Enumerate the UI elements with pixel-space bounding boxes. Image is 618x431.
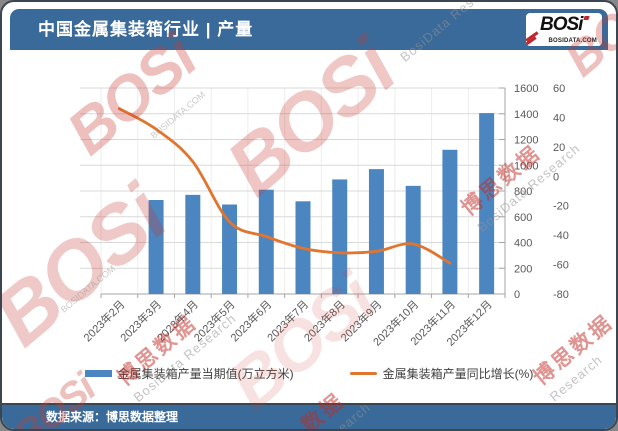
legend-item-line: 金属集装箱产量同比增长(%) [349, 365, 534, 382]
category-axis-labels: 2023年2月2023年3月2023年4月2023年5月2023年6月2023年… [80, 297, 494, 348]
bar-series [148, 113, 495, 294]
svg-text:60: 60 [553, 83, 565, 95]
data-source-note: 数据来源：博思数据整理 [46, 410, 179, 424]
svg-text:400: 400 [514, 238, 532, 250]
svg-text:1400: 1400 [514, 109, 538, 121]
svg-text:1200: 1200 [514, 135, 538, 147]
bar-swatch-icon [84, 370, 112, 377]
svg-text:200: 200 [514, 263, 532, 275]
svg-text:20: 20 [553, 142, 565, 154]
svg-text:600: 600 [514, 212, 532, 224]
logo-wordmark: BOSi [540, 14, 583, 35]
percent-axis-labels: -80 -60 -40 -20 0 20 40 60 [553, 83, 569, 301]
page-title: 中国金属集装箱行业 | 产量 [38, 20, 254, 39]
svg-text:40: 40 [553, 112, 565, 124]
svg-text:0: 0 [553, 171, 559, 183]
legend-label: 金属集装箱产量当期值(万立方米) [117, 367, 294, 381]
svg-text:-80: -80 [553, 289, 569, 301]
svg-text:-60: -60 [553, 260, 569, 272]
svg-text:-20: -20 [553, 201, 569, 213]
horizontal-gridlines [80, 87, 505, 269]
legend-item-bars: 金属集装箱产量当期值(万立方米) [84, 365, 294, 382]
footer-divider [2, 403, 616, 405]
logo-dot-icon [583, 16, 590, 20]
logo-domain: BOSIDATA.COM [548, 38, 597, 44]
footer-bar: 数据来源：博思数据整理 [2, 405, 616, 429]
line-swatch-icon [349, 372, 377, 375]
svg-text:1600: 1600 [514, 83, 538, 95]
header-bar: 中国金属集装箱行业 | 产量 BOSi BOSIDATA.COM [10, 9, 608, 50]
bosi-logo: BOSi BOSIDATA.COM [526, 13, 602, 46]
svg-text:800: 800 [514, 186, 532, 198]
legend-label: 金属集装箱产量同比增长(%) [382, 367, 534, 381]
value-axis [499, 87, 506, 295]
chart-legend: 金属集装箱产量当期值(万立方米) 金属集装箱产量同比增长(%) [2, 365, 616, 382]
chart-canvas: 02004006008001000120014001600-80-60-40-2… [80, 83, 569, 349]
svg-text:-40: -40 [553, 230, 569, 242]
value-axis-labels: 0 200 400 600 800 1000 1200 1400 1600 [514, 83, 538, 301]
svg-text:1000: 1000 [514, 160, 538, 172]
line-series [117, 107, 452, 265]
svg-text:0: 0 [514, 289, 520, 301]
category-axis [100, 293, 506, 298]
